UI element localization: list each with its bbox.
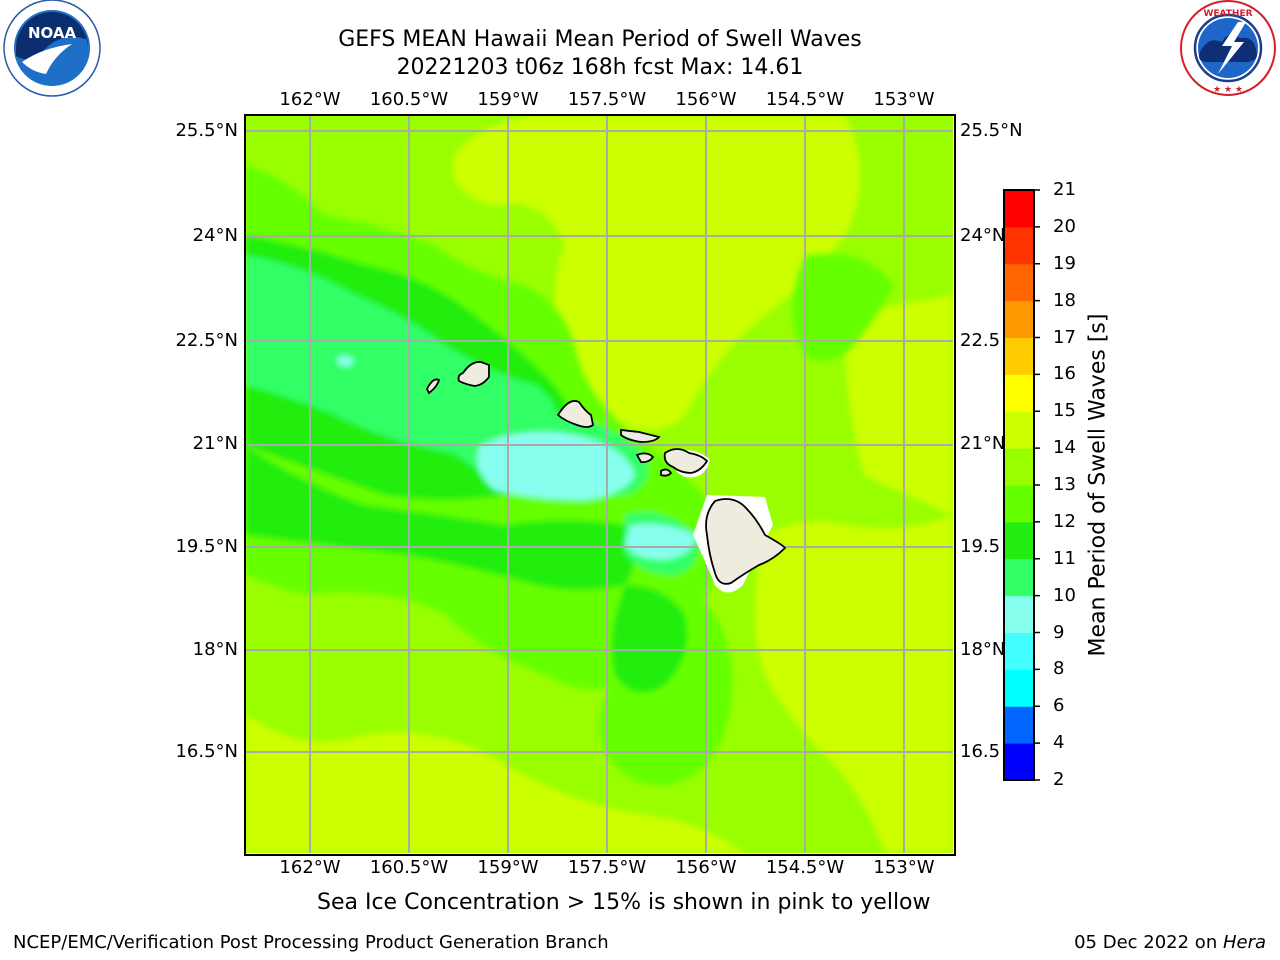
lat-tick-label: 18°N <box>960 639 1006 660</box>
colorbar-tick-label: 2 <box>1053 769 1065 790</box>
colorbar-tick-label: 19 <box>1053 252 1076 274</box>
footer-date-text: 05 Dec 2022 on <box>1074 932 1223 953</box>
colorbar-segment <box>1004 448 1034 486</box>
colorbar-segment <box>1004 411 1034 449</box>
swell-period-map <box>245 115 953 853</box>
map-border <box>244 114 956 856</box>
island-lanai <box>635 452 655 464</box>
colorbar-tick-label: 6 <box>1053 695 1065 717</box>
lon-tick-label: 153°W <box>873 857 935 878</box>
colorbar-segment <box>1004 558 1034 597</box>
lat-tick-label: 19.5°N <box>175 536 238 557</box>
map-graticule <box>245 115 953 853</box>
lat-tick-label: 22.5 <box>960 330 1001 351</box>
field-10-11s <box>245 255 558 455</box>
colorbar-title: Mean Period of Swell Waves [s] <box>1085 313 1111 657</box>
lon-tick-label: 156°W <box>675 89 737 110</box>
footer-machine: Hera <box>1222 932 1266 953</box>
footer-credit: NCEP/EMC/Verification Post Processing Pr… <box>13 932 609 953</box>
colorbar-segment <box>1004 226 1034 265</box>
island-hawaii <box>705 498 787 585</box>
lon-tick-label: 159°W <box>477 857 539 878</box>
colorbar-tick-label: 11 <box>1053 547 1076 569</box>
island-kahoolawe <box>660 468 673 477</box>
colorbar-segment <box>1004 743 1034 781</box>
noaa-logo-icon: NOAA <box>3 0 101 97</box>
lat-tick-label: 22.5°N <box>175 330 238 351</box>
colorbar-segment <box>1004 669 1034 707</box>
colorbar-tick-label: 10 <box>1053 584 1076 606</box>
lat-tick-label: 21°N <box>192 433 238 454</box>
lon-tick-label: 162°W <box>279 857 341 878</box>
svg-text:★ ★ ★: ★ ★ ★ <box>1213 85 1243 95</box>
field-14-15s <box>453 115 860 430</box>
colorbar-segment <box>1004 190 1034 228</box>
colorbar-segment <box>1004 521 1034 560</box>
lon-tick-label: 160.5°W <box>369 89 449 110</box>
lon-tick-label: 153°W <box>873 89 935 110</box>
colorbar-tick-label: 20 <box>1053 215 1076 237</box>
svg-text:WEATHER: WEATHER <box>1203 9 1252 19</box>
lat-tick-label: 24°N <box>192 225 238 246</box>
colorbar-tick-label: 16 <box>1053 363 1076 385</box>
lat-tick-label: 21°N <box>960 433 1006 454</box>
lon-tick-label: 157.5°W <box>567 857 647 878</box>
colorbar-tick-label: 17 <box>1053 326 1076 348</box>
map-canvas <box>245 115 953 853</box>
island-oahu <box>556 400 594 428</box>
lon-tick-label: 159°W <box>477 89 539 110</box>
lon-tick-label: 154.5°W <box>765 857 845 878</box>
sea-ice-caption: Sea Ice Concentration > 15% is shown in … <box>317 890 931 915</box>
lat-tick-label: 19.5 <box>960 536 1001 557</box>
island-niihau <box>425 378 441 395</box>
lon-tick-label: 160.5°W <box>369 857 449 878</box>
colorbar-segment <box>1004 632 1034 670</box>
chart-subtitle: 20221203 t06z 168h fcst Max: 14.61 <box>396 55 804 80</box>
noaa-logo-text: NOAA <box>28 24 77 42</box>
lat-tick-label: 16.5 <box>960 741 1001 762</box>
lon-tick-label: 154.5°W <box>765 89 845 110</box>
island-kauai <box>457 361 490 387</box>
footer-date: 05 Dec 2022 on Hera <box>1074 932 1266 953</box>
colorbar-segment <box>1004 595 1034 633</box>
colorbar-tick-label: 15 <box>1053 400 1076 422</box>
hawaiian-islands <box>425 361 787 585</box>
field-9-10s <box>477 431 635 500</box>
colorbar-tick-label: 21 <box>1053 179 1076 200</box>
colorbar-segment <box>1004 300 1034 338</box>
lat-tick-label: 25.5°N <box>175 120 238 141</box>
lat-tick-label: 25.5°N <box>960 120 1023 141</box>
chart-title: GEFS MEAN Hawaii Mean Period of Swell Wa… <box>338 27 862 52</box>
colorbar-tick-label: 18 <box>1053 289 1076 311</box>
colorbar-tick-label: 9 <box>1053 621 1065 643</box>
colorbar-segment <box>1004 263 1034 302</box>
colorbar-segment <box>1004 374 1034 412</box>
lon-tick-label: 156°W <box>675 857 737 878</box>
colorbar-segment <box>1004 706 1034 744</box>
lon-tick-label: 162°W <box>279 89 341 110</box>
island-molokai <box>620 428 661 443</box>
colorbar-tick-label: 14 <box>1053 437 1076 459</box>
colorbar-tick-label: 4 <box>1053 732 1065 754</box>
nws-logo-icon: WEATHER ★ ★ ★ <box>1180 0 1276 96</box>
colorbar-segment <box>1004 485 1034 523</box>
lat-tick-label: 18°N <box>192 639 238 660</box>
lat-tick-label: 24°N <box>960 225 1006 246</box>
colorbar-tick-label: 13 <box>1053 474 1076 495</box>
colorbar-tick-label: 12 <box>1053 510 1076 532</box>
lat-tick-label: 16.5°N <box>175 741 238 762</box>
colorbar-tick-label: 8 <box>1053 658 1065 680</box>
colorbar <box>1003 189 1040 781</box>
lon-tick-label: 157.5°W <box>567 89 647 110</box>
island-maui <box>663 448 709 474</box>
colorbar-segment <box>1004 337 1034 375</box>
